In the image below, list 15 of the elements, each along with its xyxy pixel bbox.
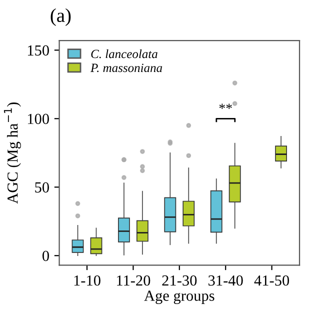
chart-title: (a) xyxy=(50,8,71,26)
y-tick-label: 100 xyxy=(28,114,49,124)
legend-label: P. massoniana xyxy=(90,64,162,72)
y-tick-label: 150 xyxy=(28,45,49,56)
x-tick-label: 1-10 xyxy=(74,275,100,286)
x-tick-label: 31-40 xyxy=(208,275,243,286)
y-tick-label: 50 xyxy=(35,182,49,193)
x-tick-label: 11-20 xyxy=(117,275,150,286)
annotation: ** xyxy=(219,104,232,109)
y-axis-title: AGC (Mg ha$^{−1}$) xyxy=(4,102,21,204)
x-axis-title: Age groups xyxy=(144,290,214,304)
legend-label: C. lanceolata xyxy=(91,49,158,58)
y-tick-label: 0 xyxy=(42,250,49,262)
x-tick-label: 21-30 xyxy=(162,275,197,286)
x-tick-label: 41-50 xyxy=(254,275,290,286)
